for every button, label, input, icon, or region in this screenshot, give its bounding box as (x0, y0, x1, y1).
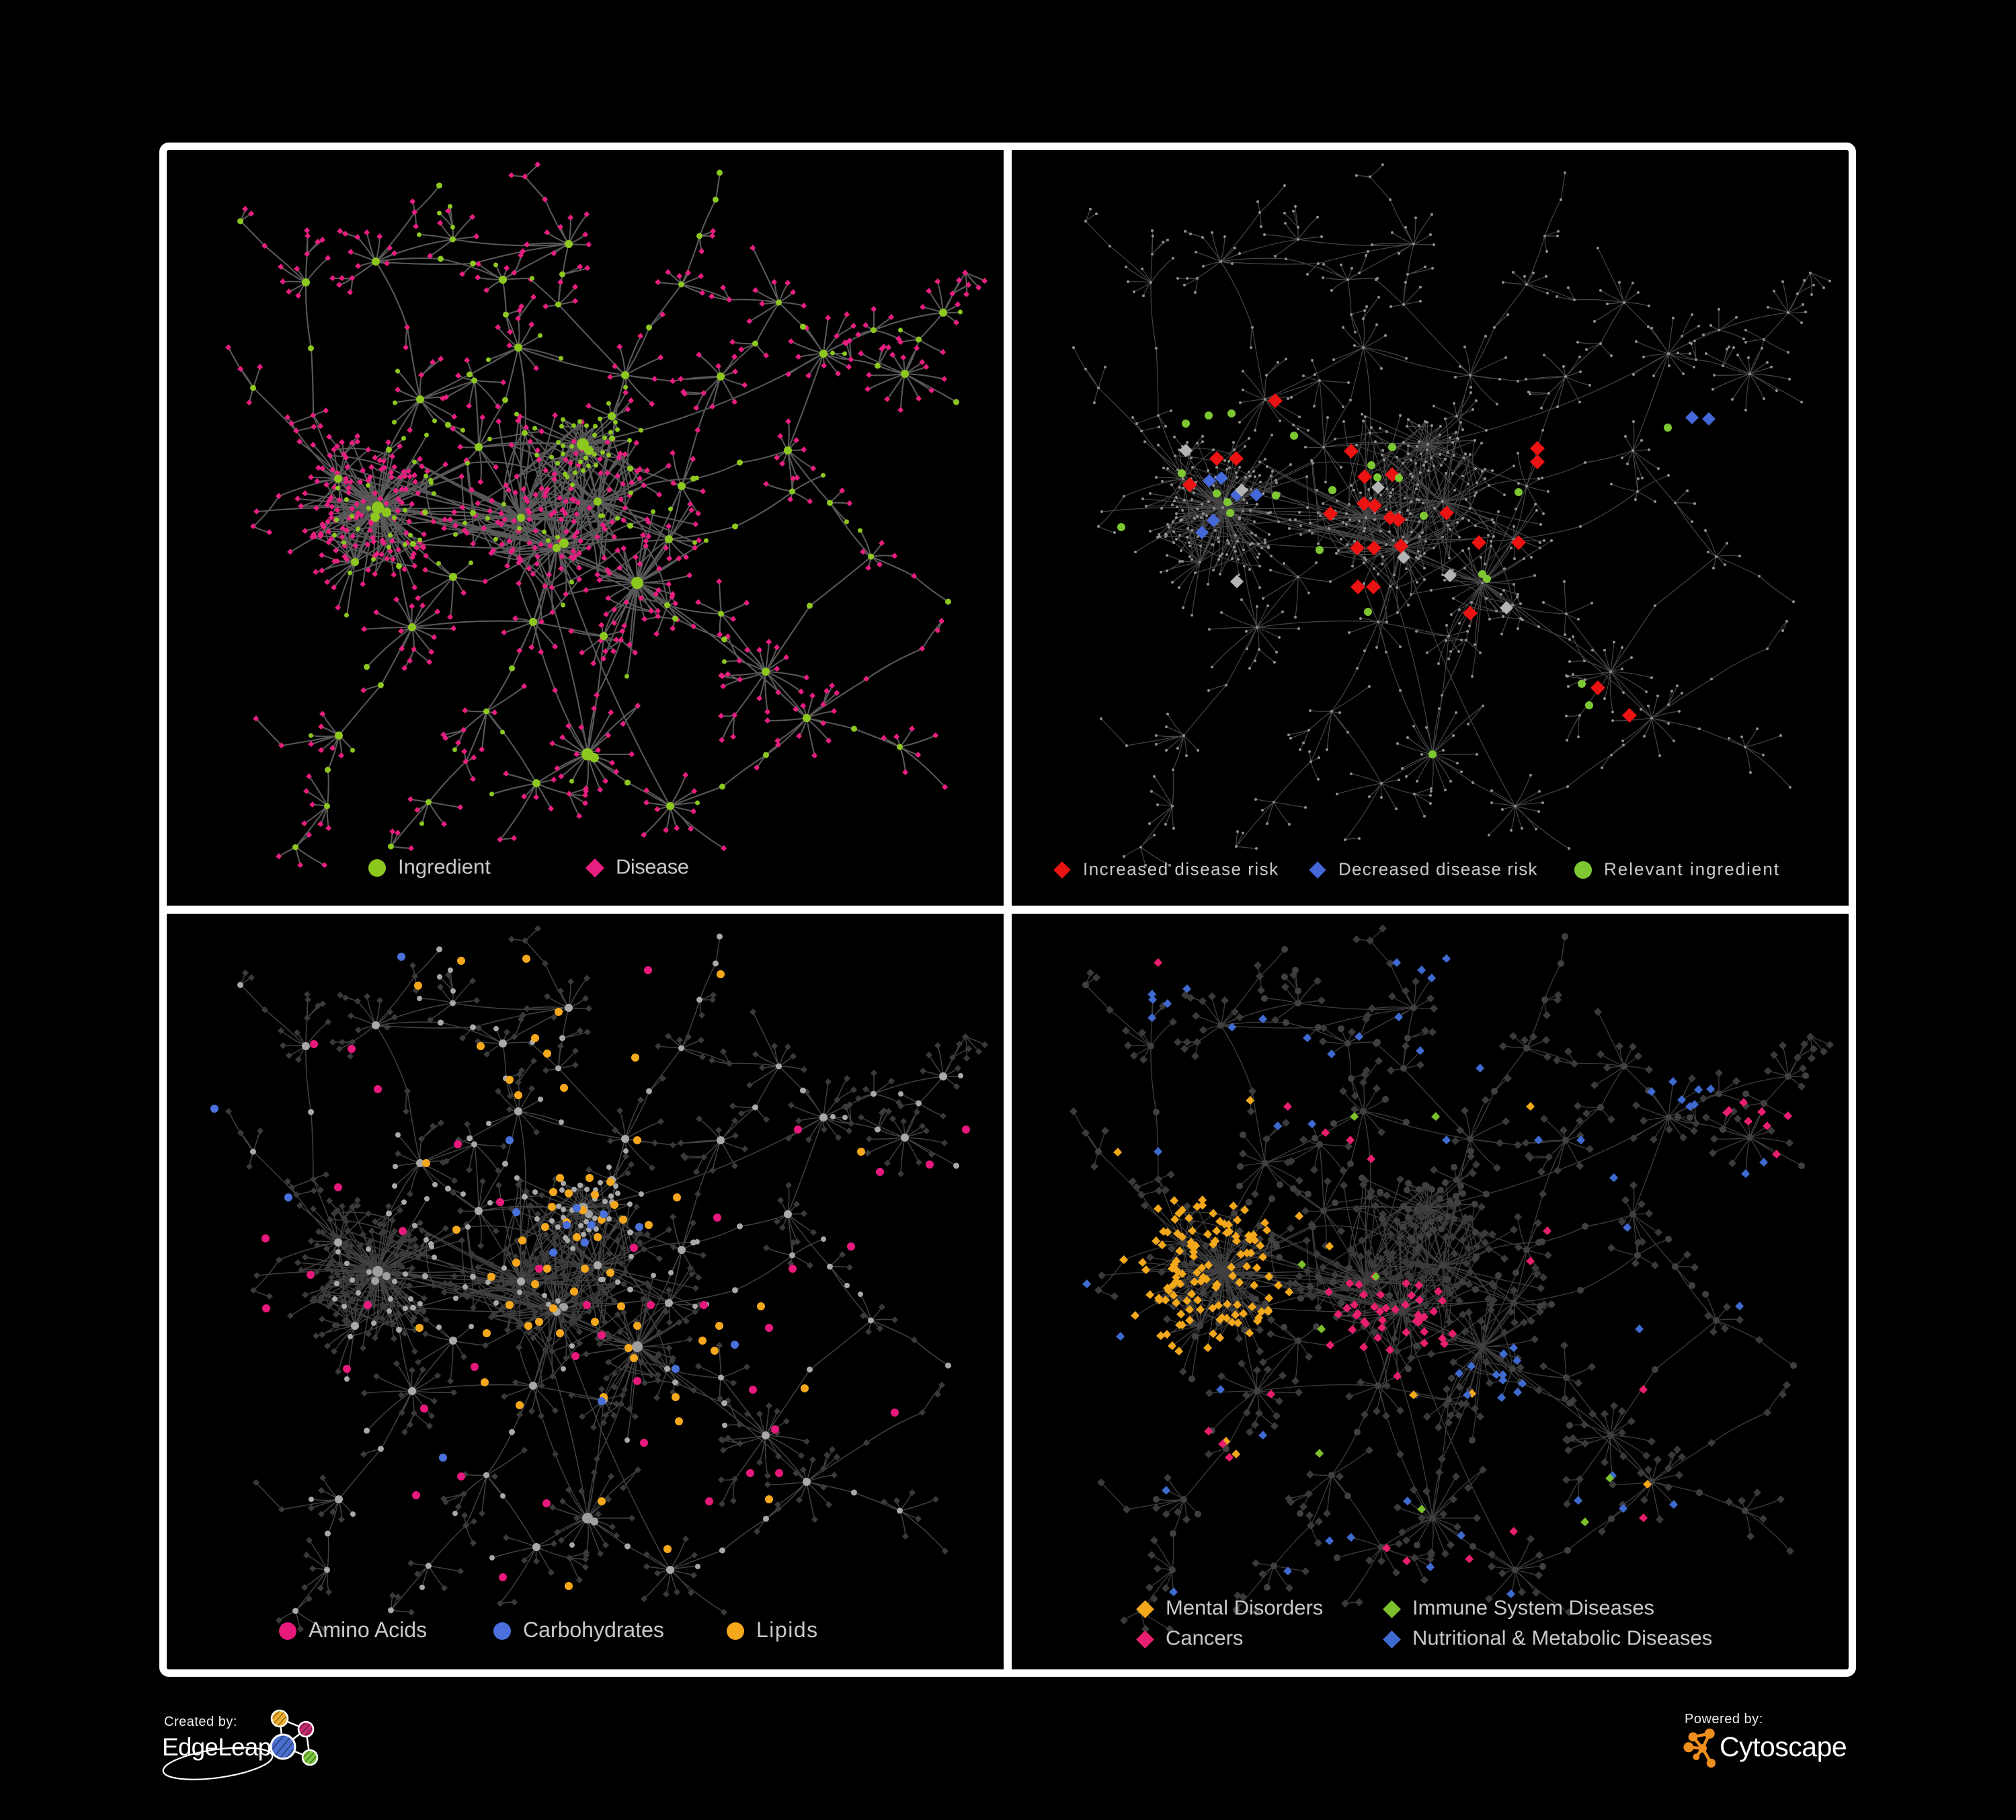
svg-text:Created by:: Created by: (164, 1714, 237, 1729)
svg-text:Powered by:: Powered by: (1685, 1712, 1763, 1727)
svg-text:EdgeLeap: EdgeLeap (162, 1733, 272, 1761)
svg-text:Cytoscape: Cytoscape (1720, 1731, 1847, 1762)
